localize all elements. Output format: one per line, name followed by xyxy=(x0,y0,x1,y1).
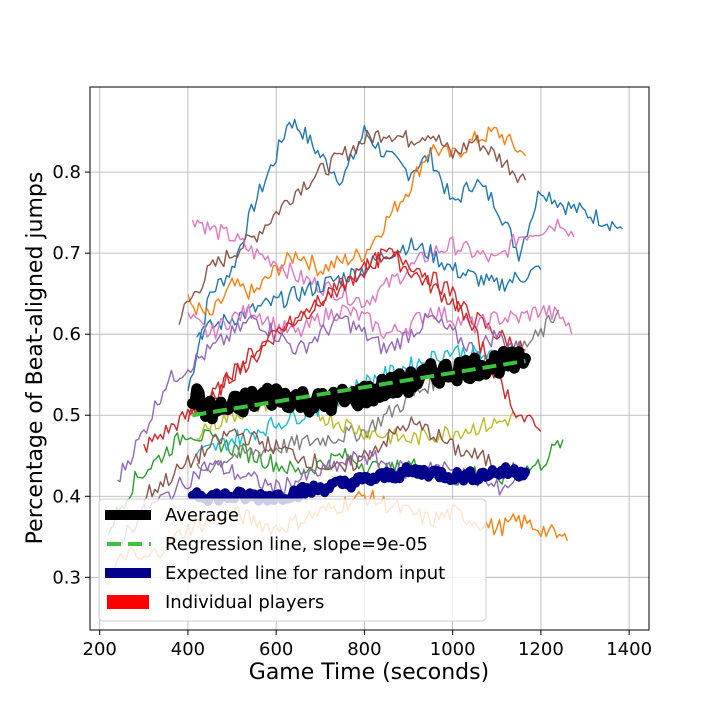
x-tick-label: 1400 xyxy=(606,639,652,660)
x-tick-label: 1200 xyxy=(518,639,564,660)
player-line xyxy=(191,218,575,309)
player-line xyxy=(121,449,520,544)
summary-lines xyxy=(186,346,531,506)
legend-label: Regression line, slope=9e-05 xyxy=(165,534,428,555)
legend: Average Regression line, slope=9e-05 Expec… xyxy=(98,498,487,622)
y-tick-label: 0.6 xyxy=(52,324,81,345)
player-line xyxy=(187,303,573,340)
player-line xyxy=(178,130,527,325)
player-line xyxy=(187,247,542,432)
regression-line xyxy=(192,358,526,418)
x-tick-label: 1000 xyxy=(430,639,476,660)
y-tick-label: 0.3 xyxy=(52,567,81,588)
plot-frame xyxy=(89,86,650,631)
player-line xyxy=(143,416,520,503)
legend-label: Expected line for random input xyxy=(165,563,445,584)
player-line xyxy=(117,312,520,483)
x-axis-label: Game Time (seconds) xyxy=(249,660,489,685)
y-tick-label: 0.4 xyxy=(52,486,81,507)
y-axis-label: Percentage of Beat-aligned jumps xyxy=(23,172,48,545)
legend-box xyxy=(98,498,487,622)
legend-label: Average xyxy=(165,505,239,526)
y-tick-label: 0.8 xyxy=(52,162,81,183)
x-tick-label: 800 xyxy=(347,639,381,660)
x-tick-label: 400 xyxy=(171,639,205,660)
average-line xyxy=(186,346,531,425)
axis-ticks: 200 400 600 800 1000 1200 1400 0.3 0.4 0.5 0.6 0.7 0… xyxy=(52,162,652,660)
player-line xyxy=(187,126,527,316)
y-tick-label: 0.7 xyxy=(52,243,81,264)
legend-label: Individual players xyxy=(165,592,324,613)
random-expected-line xyxy=(187,462,530,506)
x-tick-label: 600 xyxy=(259,639,293,660)
x-tick-label: 200 xyxy=(83,639,117,660)
y-tick-label: 0.5 xyxy=(52,405,81,426)
legend-swatch xyxy=(107,595,149,609)
player-line xyxy=(187,118,623,392)
